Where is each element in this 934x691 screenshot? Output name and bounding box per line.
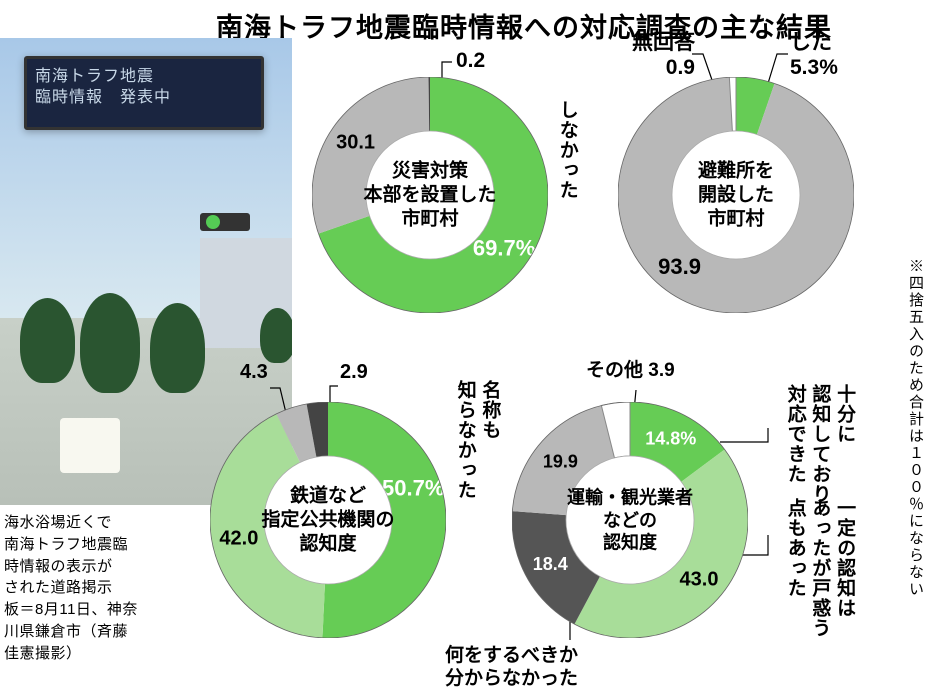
callout-4: 2.9 <box>340 360 368 384</box>
svg-text:43.0: 43.0 <box>680 568 719 590</box>
donut-d2: 93.9 避難所を開設した市町村 <box>618 77 854 313</box>
svg-text:14.8%: 14.8% <box>645 429 696 449</box>
vlabel-2: 十分に認知しており対応できた <box>782 384 856 504</box>
callout-2: した5.3% <box>790 30 838 80</box>
callout-5: その他 3.9 <box>586 360 675 383</box>
vlabel-0: しなかった <box>554 100 579 200</box>
callout-6: 何をするべきか分からなかった <box>445 645 578 691</box>
donut-center-d2: 避難所を開設した市町村 <box>698 159 774 230</box>
donut-d4: 14.8% 43.0 18.4 19.9 運輸・観光業者などの認知度 <box>512 402 748 638</box>
vlabel-1: 名称も知らなかった <box>452 380 501 500</box>
donut-center-d3: 鉄道など指定公共機関の認知度 <box>261 484 394 555</box>
svg-text:69.7%: 69.7% <box>473 235 535 260</box>
svg-text:18.4: 18.4 <box>533 554 568 574</box>
callout-0: 0.2 <box>456 48 485 73</box>
donut-d3: 50.7%42.0鉄道など指定公共機関の認知度 <box>210 402 446 638</box>
callout-1: 無回答0.9 <box>632 30 695 80</box>
svg-text:30.1: 30.1 <box>336 132 375 154</box>
callout-3: 4.3 <box>240 360 268 384</box>
donut-center-d1: 災害対策本部を設置した市町村 <box>363 159 496 230</box>
footnote-rounding: ※四捨五入のため合計は１００％にならない <box>903 258 927 598</box>
vlabel-3: 一定の認知はあったが戸惑う点もあった <box>782 498 856 638</box>
donut-center-d4: 運輸・観光業者などの認知度 <box>567 486 693 554</box>
main-title: 南海トラフ地震臨時情報への対応調査の主な結果 <box>216 6 832 45</box>
svg-text:19.9: 19.9 <box>543 451 578 471</box>
road-sign: 南海トラフ地震臨時情報 発表中 <box>24 56 264 130</box>
donut-d1: 69.7% 30.1 災害対策本部を設置した市町村 <box>312 77 548 313</box>
photo-caption: 海水浴場近くで南海トラフ地震臨時情報の表示がされた道路掲示板＝8月11日、神奈川… <box>4 512 138 664</box>
svg-text:42.0: 42.0 <box>219 527 258 549</box>
svg-text:93.9: 93.9 <box>658 254 701 279</box>
